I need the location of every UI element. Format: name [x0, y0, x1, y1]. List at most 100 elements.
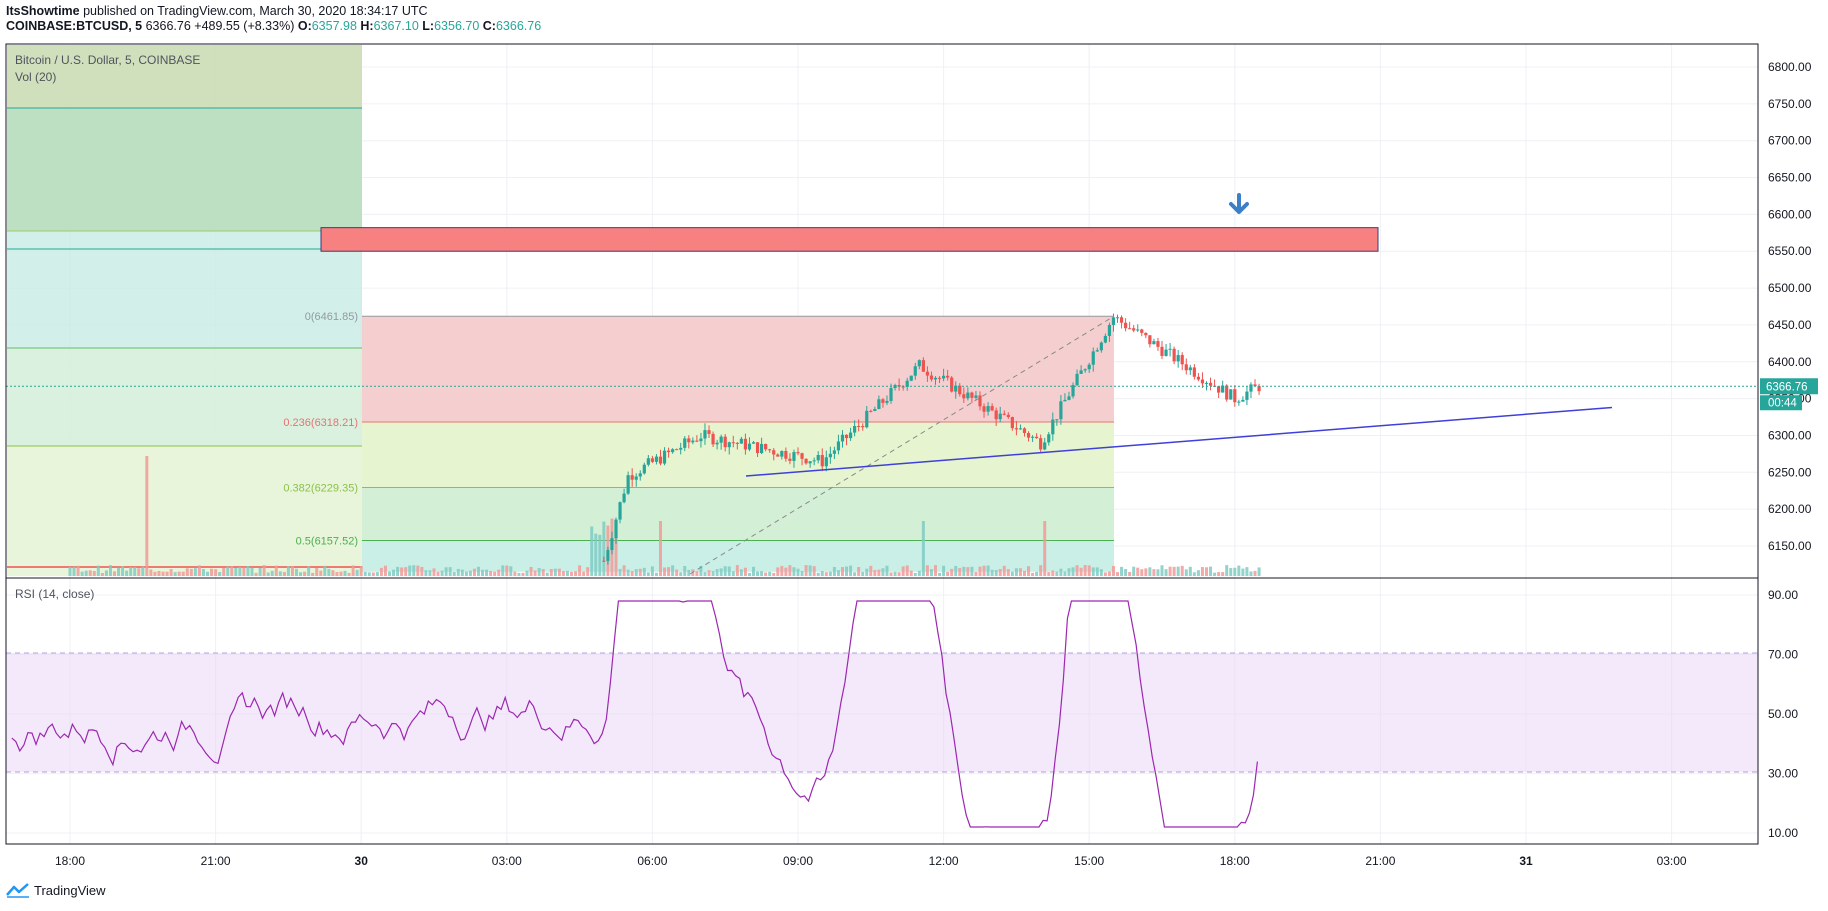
- volume-bar: [408, 565, 412, 576]
- candle: [1071, 382, 1075, 399]
- candle: [1204, 381, 1209, 391]
- volume-bar: [1043, 521, 1047, 576]
- candle: [739, 436, 743, 444]
- volume-bar: [371, 572, 375, 576]
- volume-bar: [885, 565, 889, 576]
- price-tick-11: 6250.00: [1768, 465, 1812, 479]
- price-axis[interactable]: 6800.00 6750.00 6700.00 6650.00 6600.00 6550.…: [1768, 60, 1812, 553]
- volume-bar: [246, 566, 250, 576]
- volume-bar: [517, 572, 521, 576]
- rsi-pane[interactable]: [6, 600, 1758, 828]
- candle: [1107, 322, 1112, 342]
- candle: [1217, 386, 1221, 399]
- volume-bar: [873, 570, 877, 576]
- volume-bar: [881, 568, 885, 576]
- volume-bar: [719, 568, 723, 576]
- volume-bar: [557, 568, 561, 576]
- candle: [711, 431, 715, 447]
- volume-bar: [925, 565, 929, 576]
- down-arrow-icon[interactable]: [1229, 193, 1249, 214]
- candle: [1018, 424, 1023, 430]
- candle: [650, 455, 654, 463]
- volume-bar: [768, 571, 772, 576]
- volume-bar: [715, 569, 719, 576]
- volume-bar: [100, 572, 104, 576]
- candle: [1002, 410, 1006, 416]
- volume-bar: [590, 526, 594, 576]
- volume-bar: [958, 567, 962, 576]
- time-tick-7: 15:00: [1074, 854, 1104, 868]
- time-tick-4: 06:00: [637, 854, 667, 868]
- volume-bar: [857, 567, 861, 576]
- candle: [638, 470, 642, 481]
- volume-bar: [784, 567, 788, 576]
- close-label: C:: [482, 19, 496, 33]
- footer-brand[interactable]: TradingView: [6, 882, 106, 898]
- resistance-zone[interactable]: [320, 227, 1379, 252]
- volume-bar: [129, 566, 133, 576]
- volume-bar: [921, 521, 925, 576]
- volume-bar: [934, 565, 938, 576]
- candle: [1119, 315, 1124, 329]
- candle: [618, 501, 622, 524]
- candle: [1156, 337, 1160, 351]
- volume-bar: [796, 568, 800, 576]
- candle: [751, 441, 756, 444]
- time-tick-0: 18:00: [55, 854, 85, 868]
- rsi-axis[interactable]: 90.00 70.00 50.00 30.00 10.00: [1768, 588, 1798, 840]
- candle: [982, 403, 986, 418]
- volume-bar: [1176, 566, 1180, 576]
- fib-trend-line[interactable]: [689, 315, 1115, 575]
- ascending-trendline[interactable]: [745, 406, 1613, 477]
- fibonacci-retracement[interactable]: 0(6461.85) 0.236(6318.21) 0.382(6229.35) 0.…: [283, 311, 1114, 572]
- rsi-tick-0: 90.00: [1768, 588, 1798, 602]
- volume-bar: [723, 566, 727, 576]
- volume-bar: [570, 571, 574, 576]
- volume-bar: [561, 571, 565, 576]
- volume-bar: [481, 569, 485, 576]
- chart-canvas[interactable]: 0(6461.85) 0.236(6318.21) 0.382(6229.35) 0.…: [0, 0, 1828, 880]
- candle: [1010, 416, 1014, 431]
- volume-bar: [509, 566, 513, 576]
- volume-bar: [663, 567, 667, 576]
- candle: [776, 453, 780, 457]
- volume-bar: [258, 567, 262, 576]
- volume-bar: [845, 566, 849, 576]
- price-tick-4: 6600.00: [1768, 207, 1812, 221]
- volume-bar: [800, 570, 804, 576]
- volume-bar: [683, 566, 687, 576]
- volume-bar: [1225, 565, 1229, 576]
- candle: [1124, 318, 1128, 332]
- volume-bar: [565, 570, 569, 576]
- candlesticks: [602, 313, 1261, 565]
- candle: [1225, 384, 1229, 402]
- price-tick-13: 6150.00: [1768, 539, 1812, 553]
- time-tick-8: 18:00: [1220, 854, 1250, 868]
- candle: [707, 425, 711, 438]
- volume-bar: [849, 565, 853, 576]
- volume-bar: [735, 565, 739, 576]
- open-value: 6357.98: [311, 19, 357, 33]
- candle: [921, 357, 925, 372]
- volume-bar: [88, 570, 92, 576]
- candle: [1087, 362, 1091, 373]
- volume-bar: [355, 569, 359, 576]
- volume-bar: [254, 572, 258, 576]
- price-tick-8: 6400.00: [1768, 355, 1812, 369]
- volume-bar: [1192, 572, 1196, 576]
- volume-bar: [747, 572, 751, 576]
- volume-bar: [307, 566, 311, 576]
- volume-bar: [392, 569, 396, 576]
- volume-bar: [464, 571, 468, 576]
- volume-bar: [537, 568, 541, 576]
- volume-bar: [1184, 569, 1188, 576]
- volume-bar: [549, 569, 553, 576]
- volume-bar: [315, 568, 319, 576]
- volume-bar: [1010, 571, 1014, 576]
- volume-bar: [711, 570, 715, 576]
- volume-bar: [897, 572, 901, 576]
- volume-bar: [780, 565, 784, 576]
- author-name[interactable]: ItsShowtime: [6, 4, 80, 18]
- candle: [1132, 325, 1136, 333]
- time-axis[interactable]: 18:00 21:00 30 03:00 06:00 09:00 12:00 15:00 18:…: [55, 854, 1687, 868]
